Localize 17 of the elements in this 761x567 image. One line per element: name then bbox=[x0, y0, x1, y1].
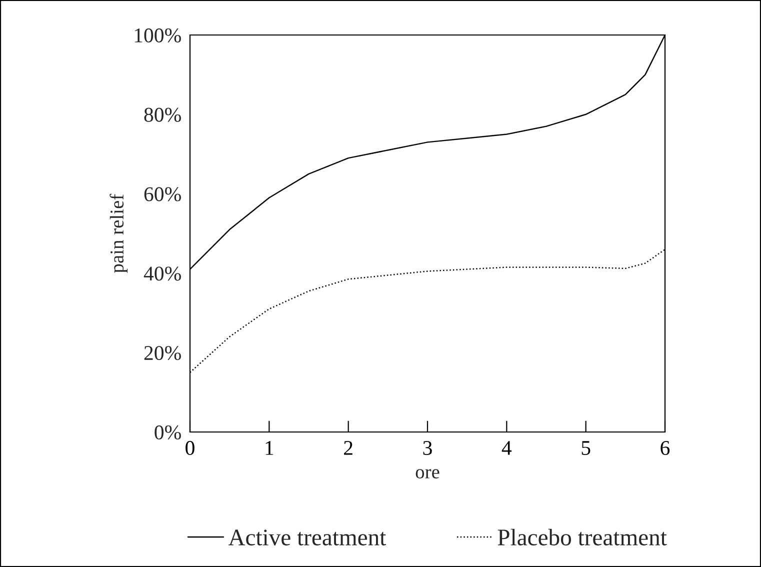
y-tick-label: 80% bbox=[144, 108, 181, 122]
x-tick-label: 6 bbox=[660, 440, 670, 455]
y-tick-label: 20% bbox=[144, 346, 181, 360]
x-tick-label: 5 bbox=[582, 441, 590, 455]
x-tick-label: 3 bbox=[423, 440, 432, 455]
x-tick-label: 2 bbox=[344, 440, 352, 455]
y-tick-label: 0% bbox=[154, 425, 181, 440]
legend-label: Active treatment bbox=[228, 530, 386, 546]
x-tick-label: 1 bbox=[266, 441, 274, 455]
y-tick-label: 100% bbox=[134, 28, 181, 42]
x-tick-label: 4 bbox=[502, 441, 512, 455]
y-tick-label: 40% bbox=[144, 266, 181, 281]
y-axis-title: pain relief bbox=[110, 194, 128, 273]
x-axis-title: ore bbox=[416, 469, 440, 478]
x-tick-label: 0 bbox=[186, 440, 194, 455]
y-tick-label: 60% bbox=[144, 187, 181, 202]
legend-label: Placebo treatment bbox=[498, 528, 667, 546]
